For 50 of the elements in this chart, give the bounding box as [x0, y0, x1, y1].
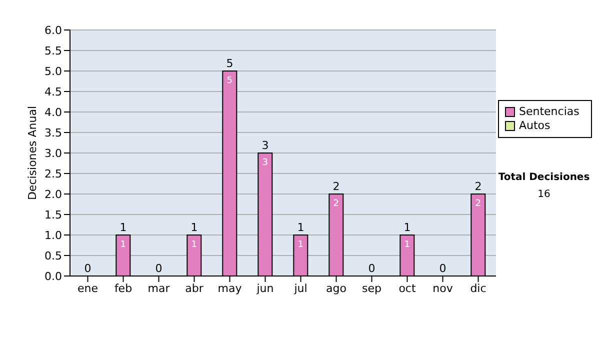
total-label: 0	[84, 262, 92, 275]
y-tick-label: 3.5	[44, 126, 62, 140]
total-label: 1	[297, 221, 304, 234]
x-tick-label: ene	[77, 282, 98, 295]
data-label: 1	[298, 240, 304, 250]
y-tick-label: 2.0	[44, 188, 62, 201]
y-axis-title: Decisiones Anual	[26, 106, 39, 200]
total-label: 1	[404, 221, 411, 234]
y-tick-label: 4.0	[44, 106, 62, 119]
total-label: 0	[155, 262, 162, 275]
legend-label: Autos	[519, 119, 550, 133]
x-tick-label: feb	[114, 282, 132, 295]
y-tick-label: 3.0	[44, 146, 62, 160]
total-label: 5	[226, 57, 234, 70]
data-label: 5	[226, 76, 233, 86]
x-tick-label: oct	[398, 282, 416, 295]
y-tick-label: 0.0	[44, 270, 62, 283]
x-tick-label: ago	[326, 282, 347, 295]
x-tick-label: abr	[185, 282, 204, 295]
total-label: 0	[368, 262, 376, 275]
x-tick-label: may	[218, 282, 242, 295]
data-label: 3	[262, 158, 268, 168]
x-tick-label: jun	[256, 282, 274, 295]
y-tick-label: 5.5	[44, 44, 62, 58]
total-label: 1	[120, 221, 127, 234]
total-label: 0	[439, 262, 446, 275]
y-tick-label: 1.0	[44, 228, 62, 242]
x-tick-label: sep	[362, 282, 382, 295]
x-tick-label: mar	[148, 282, 170, 295]
x-tick-label: dic	[470, 282, 486, 295]
y-tick-label: 1.5	[44, 208, 62, 222]
x-tick-label: nov	[432, 282, 454, 295]
data-label: 2	[333, 199, 340, 209]
data-label: 1	[191, 240, 198, 250]
total-label: 2	[474, 180, 482, 193]
data-label: 1	[120, 240, 126, 250]
data-label: 2	[475, 199, 482, 209]
data-label: 1	[404, 240, 410, 250]
total-label: 2	[332, 180, 340, 193]
x-tick-label: jul	[293, 282, 308, 295]
y-tick-label: 0.5	[44, 249, 62, 262]
y-tick-label: 2.5	[44, 167, 62, 180]
total-label: 1	[190, 221, 198, 234]
y-tick-label: 4.5	[44, 85, 62, 98]
text: Total Decisiones	[497, 172, 591, 183]
y-tick-label: 6.0	[44, 24, 62, 37]
y-tick-label: 5.0	[44, 64, 62, 78]
text: 16	[536, 189, 552, 200]
legend-label: Sentencias	[519, 105, 580, 119]
total-label: 3	[262, 139, 269, 152]
